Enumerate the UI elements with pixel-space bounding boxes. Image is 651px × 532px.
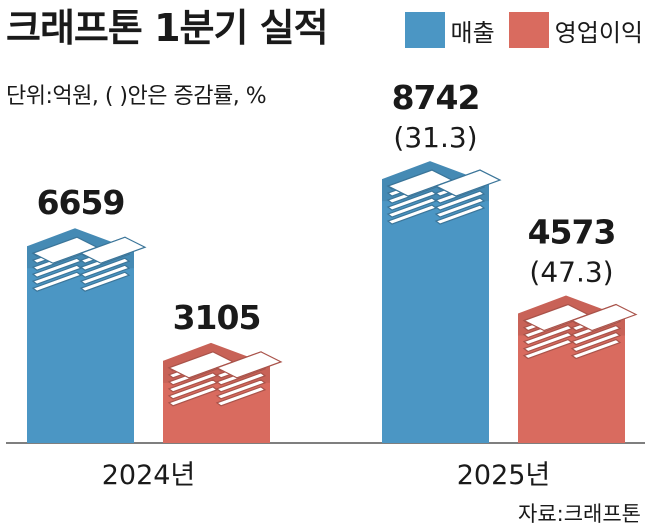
revenue-sheet [386,197,438,218]
value-label-operating-profit: 3105 [173,298,261,337]
bar-group-revenue-2025년 [382,161,502,443]
revenue-sheet-top [79,236,147,264]
operating-profit-sheet [215,386,267,407]
operating-profit-sheet [522,338,574,360]
value-label-revenue: 6659 [37,183,125,222]
operating-profit-sheet [570,338,622,360]
change-label-revenue: (31.3) [393,121,477,154]
category-label: 2025년 [457,460,551,491]
revenue-sheet [79,271,131,292]
revenue-sheet [79,264,131,285]
chart-title: 크래프톤 1분기 실적 [6,6,329,50]
operating-profit-sheet [167,379,219,400]
unit-note: 단위:억원, ( )안은 증감률, % [6,84,267,109]
operating-profit-sheet [167,372,219,393]
revenue-sheet [434,197,486,218]
operating-profit-sheet [215,379,267,400]
bar-group-operating-profit-2024년 [163,342,283,443]
revenue-sheet [386,204,438,225]
legend-item-operating-profit: 영업이익 [508,12,643,48]
bar-group-revenue-2024년 [27,228,147,443]
revenue-sheet [386,190,438,211]
revenue-sheet [31,257,83,278]
operating-profit-sheet [522,324,574,346]
operating-profit-sheet [215,372,267,393]
value-label-revenue: 8742 [392,78,480,117]
legend-label-operating-profit: 영업이익 [554,18,643,47]
revenue-sheet [31,271,83,292]
value-label-operating-profit: 4573 [528,213,616,252]
operating-profit-sheet-top [570,303,638,332]
operating-profit-sheet [167,386,219,407]
legend: 매출 영업이익 [391,12,643,48]
revenue-sheet [31,264,83,285]
legend-swatch-operating-profit [508,12,549,48]
change-label-operating-profit: (47.3) [529,256,613,289]
bar-revenue [382,179,489,443]
revenue-sheet-top [434,169,502,197]
revenue-sheet [434,190,486,211]
bar-group-operating-profit-2025년 [518,295,638,443]
legend-item-revenue: 매출 [404,12,495,48]
legend-swatch-revenue [404,12,445,48]
revenue-sheet [79,257,131,278]
operating-profit-sheet [570,331,622,353]
source-note: 자료:크래프톤 [518,502,641,526]
operating-profit-sheet-top [215,351,283,379]
revenue-sheet [434,204,486,225]
operating-profit-sheet [570,324,622,346]
category-label: 2024년 [102,460,196,491]
operating-profit-sheet [522,331,574,353]
legend-label-revenue: 매출 [450,18,495,47]
